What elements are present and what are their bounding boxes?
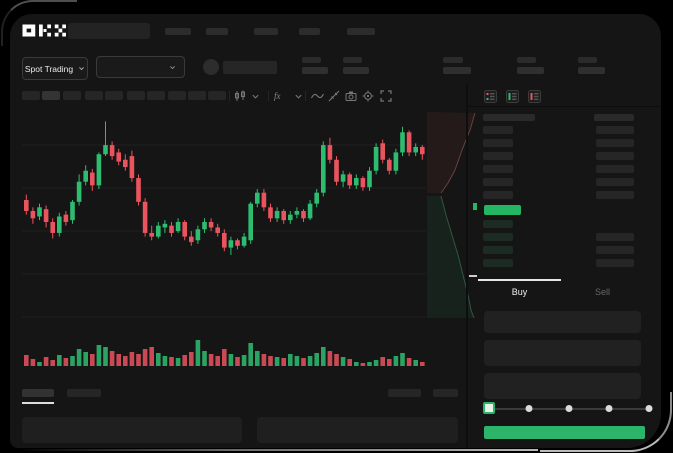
timeframe-button[interactable] [63,91,81,100]
chevron-down-icon[interactable] [291,89,305,103]
book-asks-icon[interactable] [528,90,541,103]
buy-tab-underline [478,279,561,281]
orderbook-view-icons [484,90,541,103]
bid-amount-placeholder [596,259,634,267]
bottom-filter-placeholder[interactable] [388,389,421,397]
bottom-tab-history[interactable] [67,389,101,397]
bid-amount-placeholder [596,233,634,241]
tab-buy[interactable]: Buy [511,287,528,297]
candle-style-icon[interactable] [233,89,247,103]
timeframe-button[interactable] [105,91,123,100]
slider-stop-3[interactable] [605,405,613,412]
app-window: Spot Trading [10,14,661,448]
search-bar[interactable] [68,23,150,39]
candlestick-chart[interactable] [22,110,426,368]
ruler-tool-icon[interactable] [327,89,341,103]
price-input-placeholder[interactable] [484,311,641,333]
ask-amount-placeholder [596,139,634,147]
timeframe-button[interactable] [22,91,40,100]
ask-amount-placeholder [596,191,634,199]
timeframe-button[interactable] [147,91,165,100]
ask-row[interactable] [483,126,634,134]
last-price-bar[interactable] [484,205,521,215]
chevron-down-icon[interactable] [248,89,262,103]
timeframe-button[interactable] [168,91,186,100]
nav-item-placeholder[interactable] [165,28,191,35]
buy-submit-button[interactable] [484,426,645,439]
slider-stop-2[interactable] [565,405,573,412]
ask-price-placeholder [483,165,513,173]
amount-input-placeholder[interactable] [484,340,641,366]
ask-price-placeholder [483,178,513,186]
bid-amount-placeholder [596,246,634,254]
nav-item-placeholder[interactable] [347,28,375,35]
total-input-placeholder[interactable] [484,373,641,399]
orderbook-bids[interactable] [483,220,634,272]
chevron-down-icon [79,67,84,71]
camera-icon[interactable] [344,89,358,103]
ask-row[interactable] [483,191,634,199]
bid-price-placeholder [483,220,513,228]
orderbook-divider [467,106,661,107]
bezel-bottom-highlight [18,449,538,451]
bid-row[interactable] [483,259,634,267]
bid-price-placeholder [483,246,513,254]
market-type-label: Spot Trading [24,63,74,74]
ask-amount-placeholder [596,152,634,160]
bottom-tab-orders[interactable] [22,389,54,397]
amount-slider[interactable] [483,402,654,414]
ask-row[interactable] [483,178,634,186]
nav-item-placeholder[interactable] [254,28,278,35]
ask-row[interactable] [483,152,634,160]
timeframe-button[interactable] [127,91,145,100]
nav-item-placeholder[interactable] [206,28,228,35]
timeframe-button[interactable] [208,91,226,100]
bid-price-placeholder [483,259,513,267]
tab-sell[interactable]: Sell [594,287,610,297]
bid-row[interactable] [483,246,634,254]
book-combined-icon[interactable] [484,90,497,103]
active-tab-underline [22,402,54,404]
timeframe-button[interactable] [85,91,103,100]
slider-stop-4[interactable] [645,405,653,412]
orderbook-header-amount [594,114,634,121]
bid-price-placeholder [483,233,513,241]
fullscreen-icon[interactable] [379,89,393,103]
avatar[interactable] [203,59,219,75]
bid-row[interactable] [483,233,634,241]
ask-amount-placeholder [596,165,634,173]
panel-divider [466,84,468,448]
pair-selector[interactable] [96,56,185,78]
orders-panel-placeholder [22,417,242,443]
account-button-placeholder[interactable] [223,61,277,74]
svg-text:fx: fx [274,91,281,101]
ask-price-placeholder [483,152,513,160]
ask-price-placeholder [483,191,513,199]
indicators-icon[interactable]: fx [272,89,286,103]
orderbook-header-price [483,114,535,121]
depth-chart [427,112,477,319]
slider-stop-0[interactable] [483,402,495,414]
ask-row[interactable] [483,165,634,173]
bid-row[interactable] [483,220,634,228]
settings-icon[interactable] [361,89,375,103]
line-tool-icon[interactable] [310,89,324,103]
okx-logo[interactable] [22,23,68,38]
book-bids-icon[interactable] [506,90,519,103]
slider-stop-1[interactable] [525,405,533,412]
ask-amount-placeholder [596,126,634,134]
bottom-filter-placeholder[interactable] [433,389,458,397]
ask-price-placeholder [483,139,513,147]
orderbook-asks[interactable] [483,126,634,204]
timeframe-button[interactable] [42,91,60,100]
timeframe-button[interactable] [188,91,206,100]
ask-amount-placeholder [596,178,634,186]
ask-row[interactable] [483,139,634,147]
chevron-down-icon [170,65,175,69]
market-type-selector[interactable]: Spot Trading [22,57,88,80]
ask-price-placeholder [483,126,513,134]
nav-item-placeholder[interactable] [299,28,320,35]
positions-panel-placeholder [257,417,458,443]
